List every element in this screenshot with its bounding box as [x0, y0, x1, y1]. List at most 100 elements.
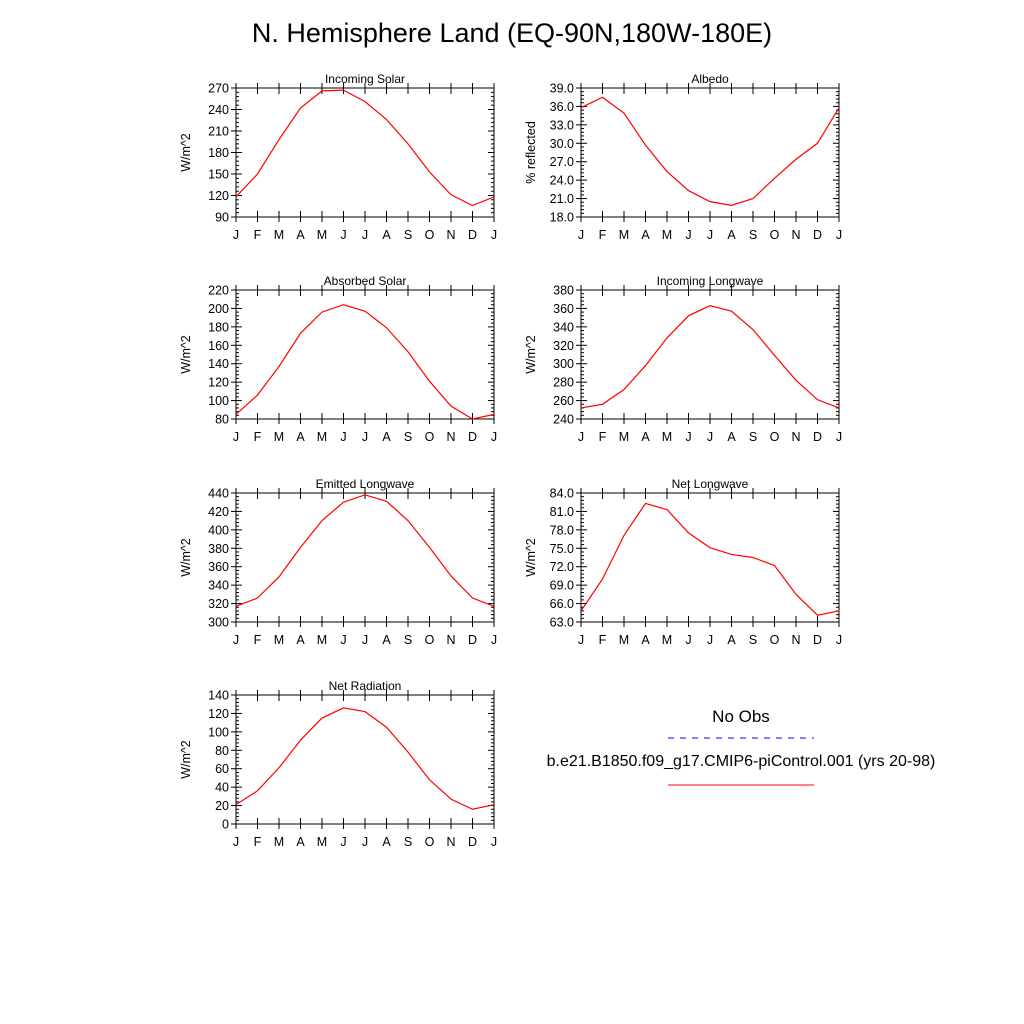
- y-axis-label: % reflected: [524, 121, 538, 184]
- y-tick-label: 120: [208, 376, 229, 390]
- x-tick-label: N: [791, 430, 800, 444]
- y-tick-label: 0: [222, 818, 229, 832]
- x-tick-label: D: [468, 633, 477, 647]
- chart-title: Net Longwave: [672, 477, 749, 491]
- chart-incoming-longwave: Incoming Longwave 240 260 280 300 320 340 360 38…: [524, 274, 842, 444]
- y-tick-label: 320: [553, 339, 574, 353]
- x-tick-label: J: [685, 228, 691, 242]
- plot-frame: [235, 492, 495, 623]
- x-tick-label: J: [707, 633, 713, 647]
- x-tick-label: A: [382, 430, 391, 444]
- x-tick-label: O: [425, 633, 435, 647]
- x-tick-label: M: [619, 228, 629, 242]
- y-tick-label: 21.0: [550, 192, 574, 206]
- x-tick-label: M: [274, 430, 284, 444]
- y-tick-label: 27.0: [550, 155, 574, 169]
- series-line-model: [580, 305, 840, 409]
- y-tick-label: 120: [208, 189, 229, 203]
- y-tick-label: 220: [208, 284, 229, 298]
- chart-title: Albedo: [691, 72, 729, 86]
- x-tick-label: J: [362, 430, 368, 444]
- y-tick-label: 400: [208, 523, 229, 537]
- plot-frame: [580, 289, 840, 420]
- series-line-model: [580, 502, 840, 616]
- y-tick-label: 180: [208, 320, 229, 334]
- x-tick-label: S: [749, 633, 757, 647]
- y-tick-label: 140: [208, 357, 229, 371]
- y-tick-label: 320: [208, 597, 229, 611]
- chart-title: Net Radiation: [329, 679, 402, 693]
- x-tick-label: O: [425, 835, 435, 849]
- y-tick-label: 380: [553, 284, 574, 298]
- legend-obs-label: No Obs: [712, 707, 770, 726]
- x-tick-label: J: [578, 633, 584, 647]
- x-tick-label: F: [254, 430, 262, 444]
- y-tick-label: 90: [215, 211, 229, 225]
- y-tick-label: 72.0: [550, 560, 574, 574]
- y-tick-label: 240: [208, 103, 229, 117]
- x-tick-label: S: [404, 430, 412, 444]
- x-tick-label: F: [599, 633, 607, 647]
- x-tick-label: J: [491, 633, 497, 647]
- chart-net-longwave: Net Longwave 63.0 66.0 69.0 72.0 75.0 78.0 81.0…: [524, 477, 842, 647]
- y-tick-label: 66.0: [550, 597, 574, 611]
- y-tick-label: 360: [208, 560, 229, 574]
- x-tick-label: O: [770, 633, 780, 647]
- x-tick-label: A: [296, 430, 305, 444]
- legend-model-label: b.e21.B1850.f09_g17.CMIP6-piControl.001 …: [547, 753, 936, 770]
- x-tick-label: N: [446, 633, 455, 647]
- x-tick-label: N: [791, 228, 800, 242]
- y-axis-label: W/m^2: [524, 335, 538, 374]
- y-tick-label: 36.0: [550, 100, 574, 114]
- x-tick-label: M: [274, 633, 284, 647]
- y-tick-label: 380: [208, 542, 229, 556]
- x-tick-label: S: [404, 228, 412, 242]
- y-tick-label: 33.0: [550, 118, 574, 132]
- y-tick-label: 30.0: [550, 137, 574, 151]
- x-tick-label: J: [340, 228, 346, 242]
- x-tick-label: A: [641, 228, 650, 242]
- x-tick-label: S: [404, 835, 412, 849]
- y-tick-label: 39.0: [550, 82, 574, 96]
- plot-frame: [235, 87, 495, 218]
- plot-frame: [235, 289, 495, 420]
- chart-title: Incoming Longwave: [657, 274, 764, 288]
- y-tick-label: 200: [208, 302, 229, 316]
- y-tick-label: 78.0: [550, 523, 574, 537]
- x-tick-label: O: [425, 430, 435, 444]
- y-tick-label: 260: [553, 394, 574, 408]
- x-tick-label: A: [727, 228, 736, 242]
- y-tick-label: 300: [553, 357, 574, 371]
- x-tick-label: A: [296, 228, 305, 242]
- x-tick-label: N: [446, 228, 455, 242]
- y-axis-label: W/m^2: [179, 133, 193, 172]
- y-tick-label: 420: [208, 505, 229, 519]
- x-tick-label: M: [317, 633, 327, 647]
- x-tick-label: J: [233, 430, 239, 444]
- x-tick-label: J: [707, 228, 713, 242]
- x-tick-label: J: [362, 835, 368, 849]
- page-title: N. Hemisphere Land (EQ-90N,180W-180E): [251, 18, 773, 48]
- x-tick-label: A: [727, 430, 736, 444]
- x-tick-label: A: [727, 633, 736, 647]
- x-tick-label: D: [813, 430, 822, 444]
- plot-frame: [580, 492, 840, 623]
- x-tick-label: J: [340, 835, 346, 849]
- y-tick-label: 80: [215, 413, 229, 427]
- series-line-model: [235, 89, 495, 207]
- x-tick-label: M: [274, 835, 284, 849]
- y-tick-label: 60: [215, 762, 229, 776]
- y-tick-label: 40: [215, 781, 229, 795]
- x-tick-label: F: [254, 835, 262, 849]
- chart-title: Incoming Solar: [325, 72, 405, 86]
- chart-title: Emitted Longwave: [316, 477, 415, 491]
- x-tick-label: O: [425, 228, 435, 242]
- x-tick-label: A: [382, 835, 391, 849]
- x-tick-label: O: [770, 228, 780, 242]
- x-tick-label: J: [685, 430, 691, 444]
- x-tick-label: J: [362, 228, 368, 242]
- x-tick-label: M: [619, 430, 629, 444]
- y-tick-label: 120: [208, 707, 229, 721]
